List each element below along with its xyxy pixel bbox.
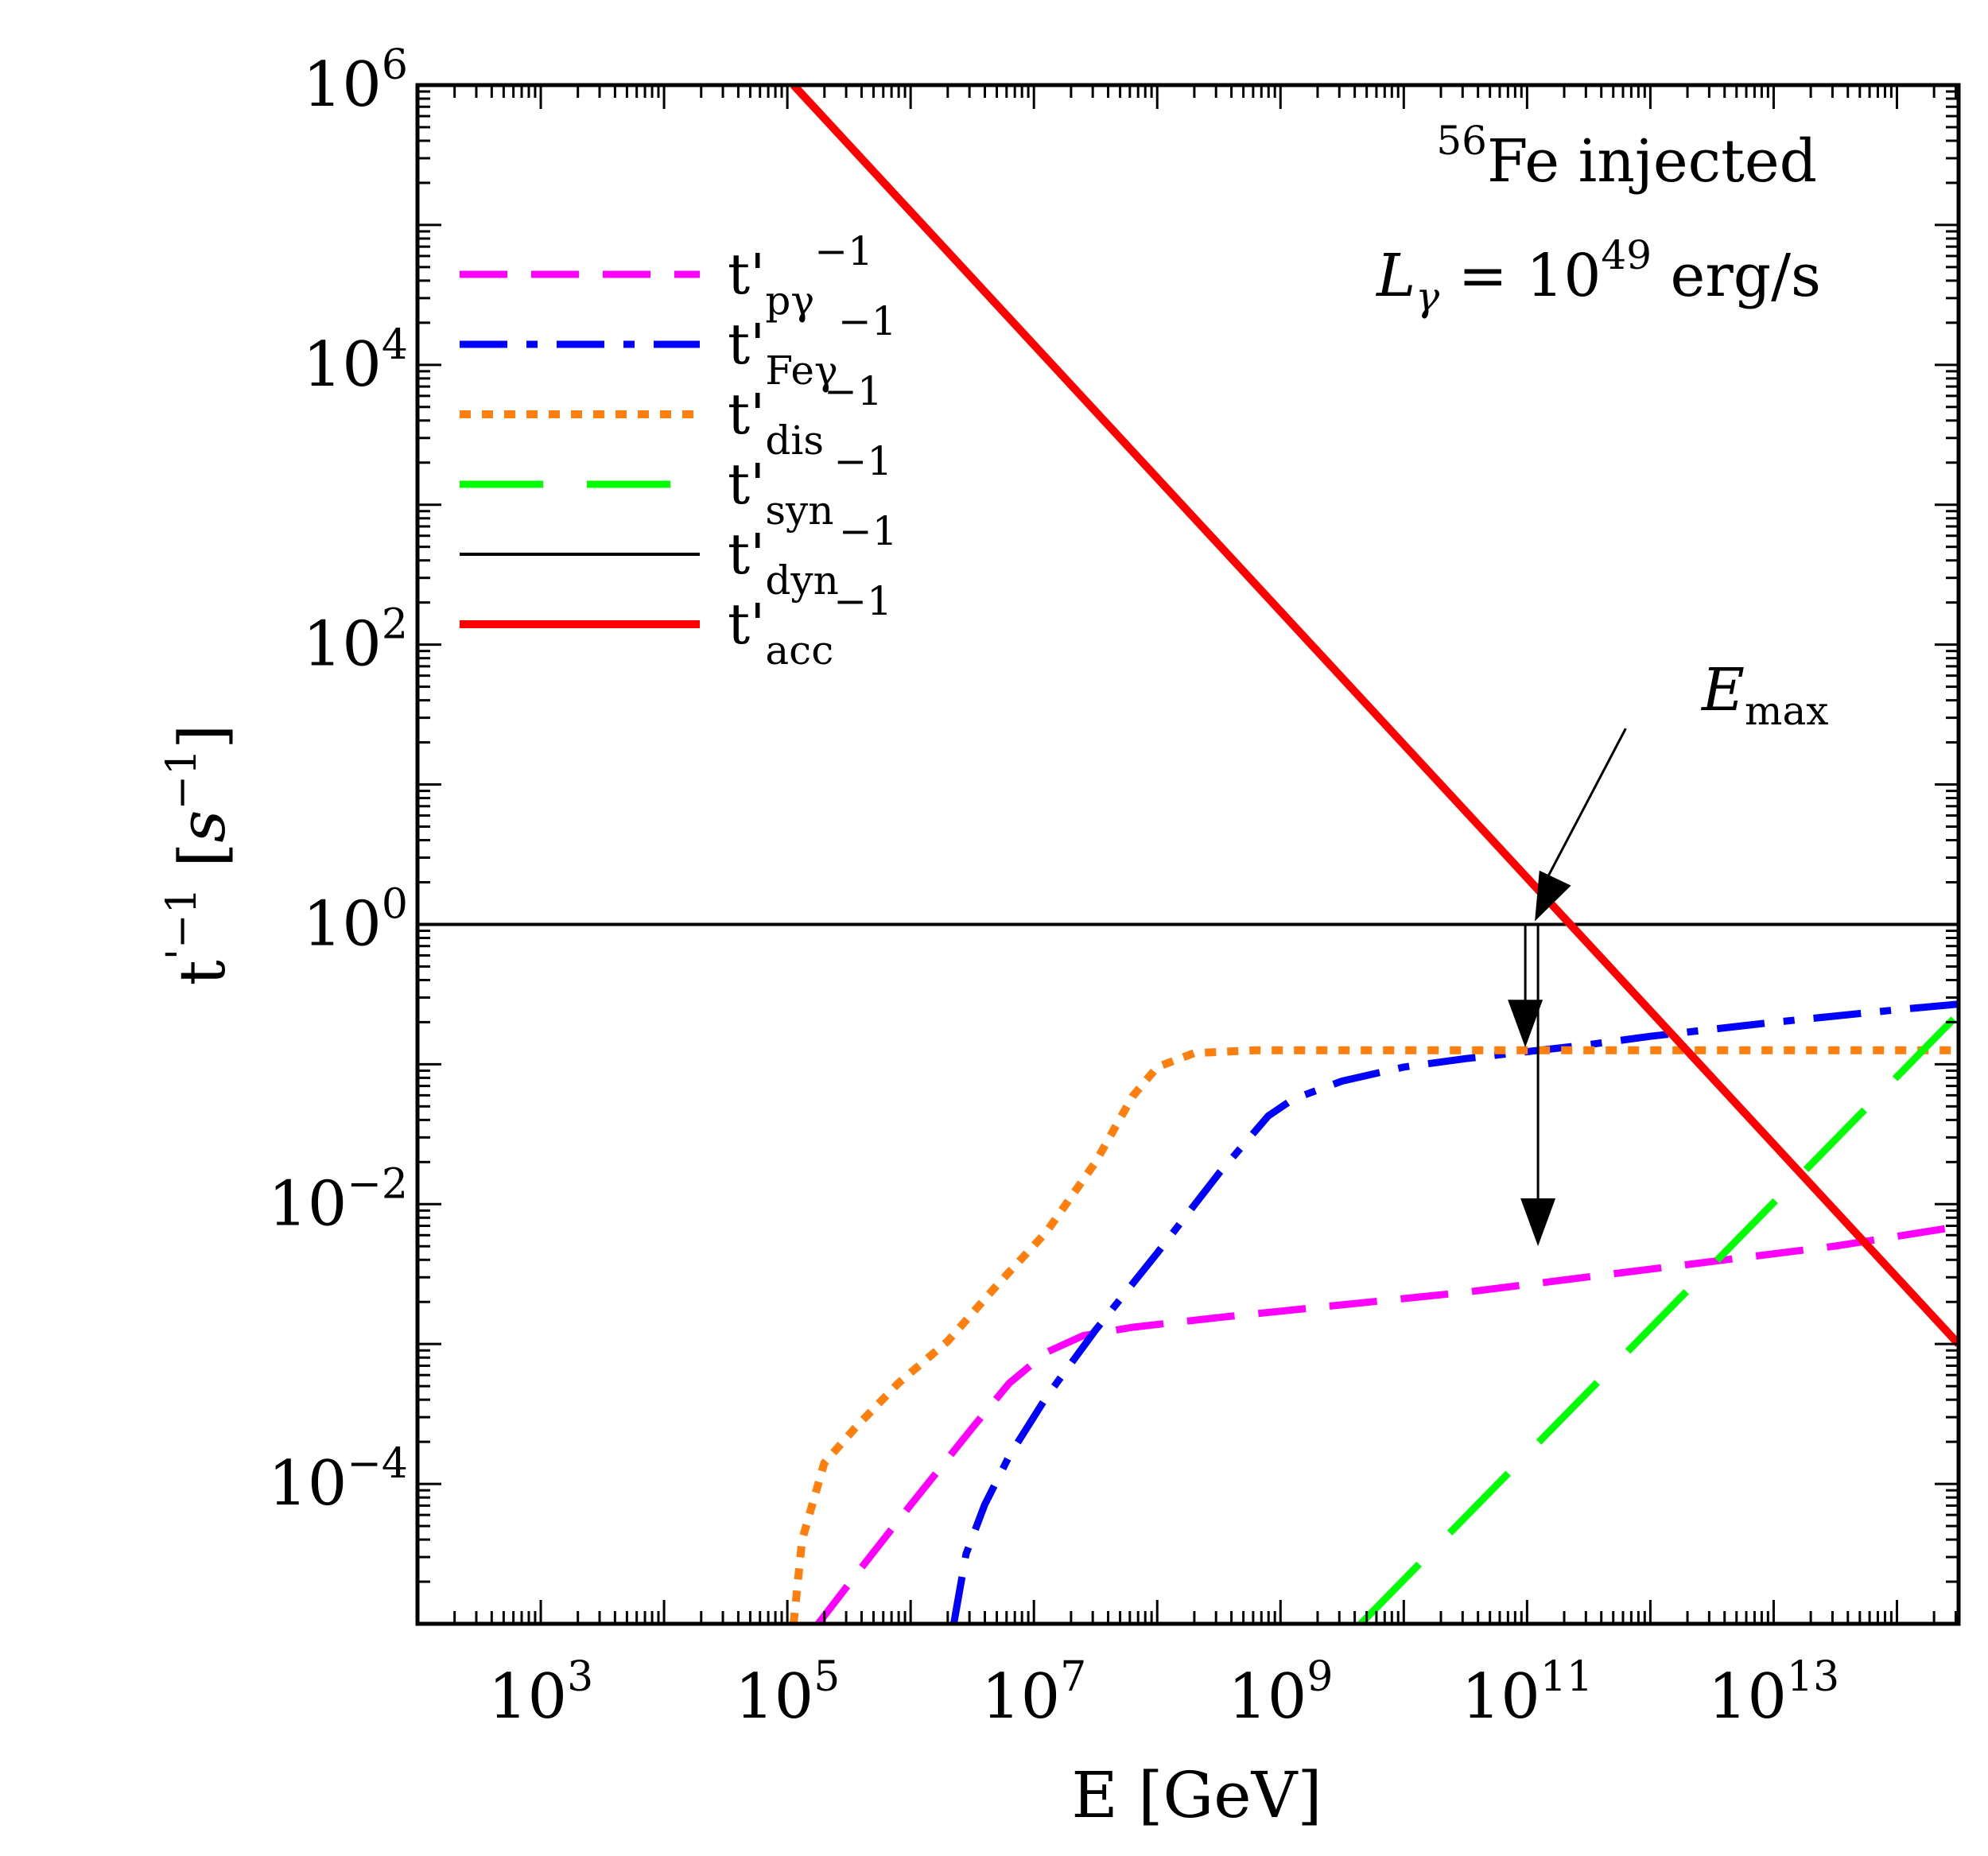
y-axis-title-main: t xyxy=(165,960,239,985)
legend-item-fegamma: t'Feγ−1 xyxy=(460,298,897,394)
plot-frame xyxy=(415,83,1961,1626)
x-tick-label: 103 xyxy=(488,1653,593,1733)
legend-item-syn: t'syn−1 xyxy=(460,438,892,534)
x-axis-title-unit: [GeV] xyxy=(1138,1758,1322,1832)
legend-label-dyn: t'dyn−1 xyxy=(728,508,898,604)
series-acc xyxy=(790,85,1959,1347)
emax-pointer-line xyxy=(1538,728,1627,894)
y-axis-title-exp: −1 xyxy=(158,887,206,949)
x-axis-title-main: E xyxy=(1071,1758,1117,1832)
y-axis-title-bracket-open: [ xyxy=(165,843,239,868)
y-tick-label: 104 xyxy=(303,321,408,401)
y-axis-title-prime: ' xyxy=(158,949,206,960)
series-syn xyxy=(1357,1011,1959,1624)
arrow-pgamma-head xyxy=(1520,1198,1556,1247)
series-fegamma xyxy=(949,1000,1959,1624)
annotation-luminosity: Lγ = 1049 erg/s xyxy=(1375,232,1821,320)
legend-item-pgamma: t'pγ−1 xyxy=(460,228,873,324)
annotation-emax-symbol: E xyxy=(1700,656,1745,724)
x-tick-label: 109 xyxy=(1228,1653,1333,1733)
y-axis-title-unit-exp: −1 xyxy=(158,749,206,810)
annotation-species: 56Fe injected xyxy=(1436,118,1817,196)
legend: t'pγ−1t'Feγ−1t'dis−1t'syn−1t'dyn−1t'acc−… xyxy=(460,228,898,674)
series-pgamma xyxy=(815,1222,1959,1624)
annotation-lum-symbol: L xyxy=(1375,242,1415,310)
y-axis-title-bracket-close: ] xyxy=(165,724,239,749)
annotation-lum-sub: γ xyxy=(1415,274,1439,320)
series-dis xyxy=(789,1046,1959,1624)
legend-item-acc: t'acc−1 xyxy=(460,578,892,674)
series-layer xyxy=(417,85,1959,1624)
legend-label-fegamma: t'Feγ−1 xyxy=(728,298,897,394)
x-tick-label: 105 xyxy=(735,1653,840,1733)
legend-label-syn: t'syn−1 xyxy=(728,438,892,534)
emax-pointer-head xyxy=(1535,870,1571,922)
y-tick-label: 10−4 xyxy=(268,1440,408,1520)
annotation-species-sup: 56 xyxy=(1436,118,1487,164)
annotation-lum-eq: = 10 xyxy=(1439,242,1601,310)
x-tick-label: 107 xyxy=(981,1653,1086,1733)
x-axis-title: E [GeV] xyxy=(1071,1758,1322,1832)
legend-label-acc: t'acc−1 xyxy=(728,578,892,674)
tick-layer xyxy=(416,83,1959,1625)
arrow-fegamma-head xyxy=(1508,1000,1543,1048)
y-tick-label: 100 xyxy=(303,880,408,960)
annotation-emax: Emax xyxy=(1700,656,1828,734)
tick-label-layer: 103 105 107 109 1011 1013 106 104 102 100 10−2 10−4 xyxy=(268,41,1839,1733)
y-tick-label: 106 xyxy=(303,41,408,121)
x-tick-label: 1013 xyxy=(1708,1653,1839,1733)
legend-label-dis: t'dis−1 xyxy=(728,368,883,464)
annotation-lum-sup: 49 xyxy=(1601,232,1652,278)
x-tick-label: 1011 xyxy=(1462,1653,1593,1733)
legend-item-dyn: t'dyn−1 xyxy=(460,508,898,604)
y-axis-title: t'−1 [s−1] xyxy=(158,724,239,986)
annotation-lum-unit: erg/s xyxy=(1652,242,1821,310)
annotation-species-text: Fe injected xyxy=(1487,127,1817,196)
legend-item-dis: t'dis−1 xyxy=(460,368,883,464)
arrow-layer xyxy=(1508,728,1627,1247)
legend-label-pgamma: t'pγ−1 xyxy=(728,228,873,324)
y-tick-label: 10−2 xyxy=(268,1160,408,1240)
y-axis-title-unit: s xyxy=(165,810,239,843)
annotation-emax-sub: max xyxy=(1745,688,1828,734)
y-tick-label: 102 xyxy=(303,601,408,681)
